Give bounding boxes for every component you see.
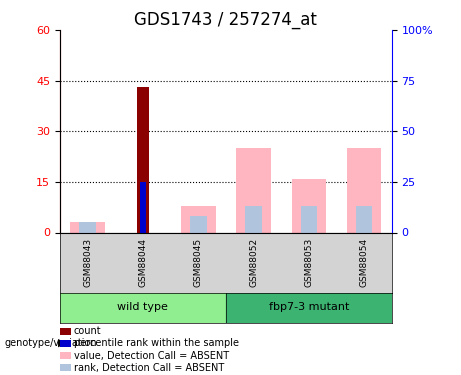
Bar: [60, 292, 226, 322]
Text: GSM88043: GSM88043: [83, 238, 92, 287]
Bar: [245, 206, 262, 232]
Bar: [70, 222, 105, 232]
Text: GSM88053: GSM88053: [304, 238, 313, 287]
Bar: [140, 182, 146, 232]
Bar: [347, 148, 381, 232]
Bar: [356, 206, 372, 232]
Text: fbp7-3 mutant: fbp7-3 mutant: [269, 303, 349, 312]
Text: GSM88054: GSM88054: [360, 238, 369, 287]
Text: count: count: [74, 327, 101, 336]
Bar: [190, 216, 207, 232]
Bar: [136, 87, 149, 232]
Bar: [301, 206, 317, 232]
Text: GSM88045: GSM88045: [194, 238, 203, 287]
Text: percentile rank within the sample: percentile rank within the sample: [74, 339, 239, 348]
Bar: [181, 206, 215, 232]
Text: GSM88044: GSM88044: [138, 238, 148, 287]
Bar: [79, 222, 96, 232]
Bar: [226, 292, 392, 322]
Text: ▶: ▶: [58, 338, 66, 348]
Text: value, Detection Call = ABSENT: value, Detection Call = ABSENT: [74, 351, 229, 360]
Text: rank, Detection Call = ABSENT: rank, Detection Call = ABSENT: [74, 363, 224, 372]
Text: wild type: wild type: [118, 303, 168, 312]
Bar: [291, 178, 326, 232]
Text: GSM88052: GSM88052: [249, 238, 258, 287]
Text: genotype/variation: genotype/variation: [5, 338, 97, 348]
Title: GDS1743 / 257274_at: GDS1743 / 257274_at: [135, 11, 317, 29]
Bar: [236, 148, 271, 232]
